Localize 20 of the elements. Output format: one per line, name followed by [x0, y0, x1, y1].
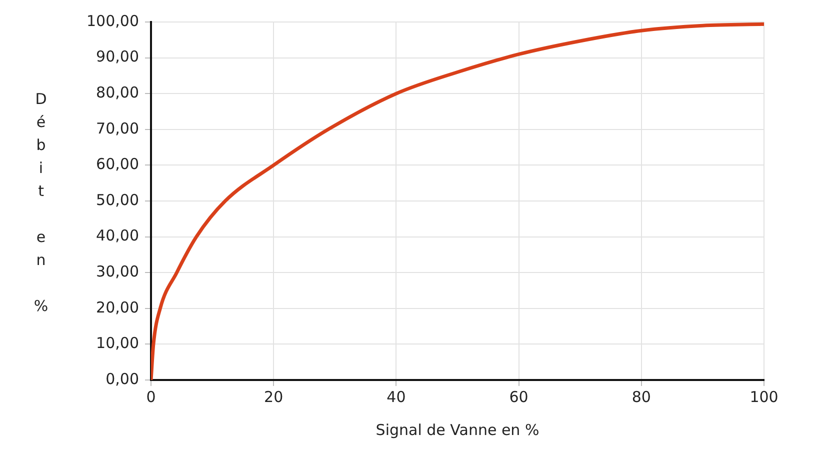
x-tick-label: 80	[632, 388, 651, 406]
y-tick-label: 50,00	[96, 190, 139, 209]
y-tick-label: 0,00	[106, 370, 139, 388]
y-tick-label: 10,00	[96, 334, 139, 352]
y-tick-label: 70,00	[96, 119, 139, 138]
y-tick-label: 20,00	[96, 298, 139, 316]
x-tick-label: 100	[750, 388, 778, 406]
y-tick-label: 60,00	[96, 155, 139, 174]
line-series	[151, 22, 764, 380]
y-tick-label: 30,00	[96, 262, 139, 280]
text: Débit en %	[34, 90, 48, 315]
y-tick-label: 80,00	[96, 83, 139, 102]
y-tick-label: 100,00	[86, 12, 139, 30]
x-tick-label: 20	[264, 388, 284, 406]
x-axis-title: Signal de Vanne en %	[376, 420, 540, 439]
y-tick-label: 90,00	[96, 48, 139, 66]
x-tick-label: 60	[509, 388, 528, 406]
y-tick-label: 40,00	[96, 226, 139, 245]
x-tick-label: 0	[146, 388, 156, 406]
x-tick-label: 40	[386, 388, 406, 406]
